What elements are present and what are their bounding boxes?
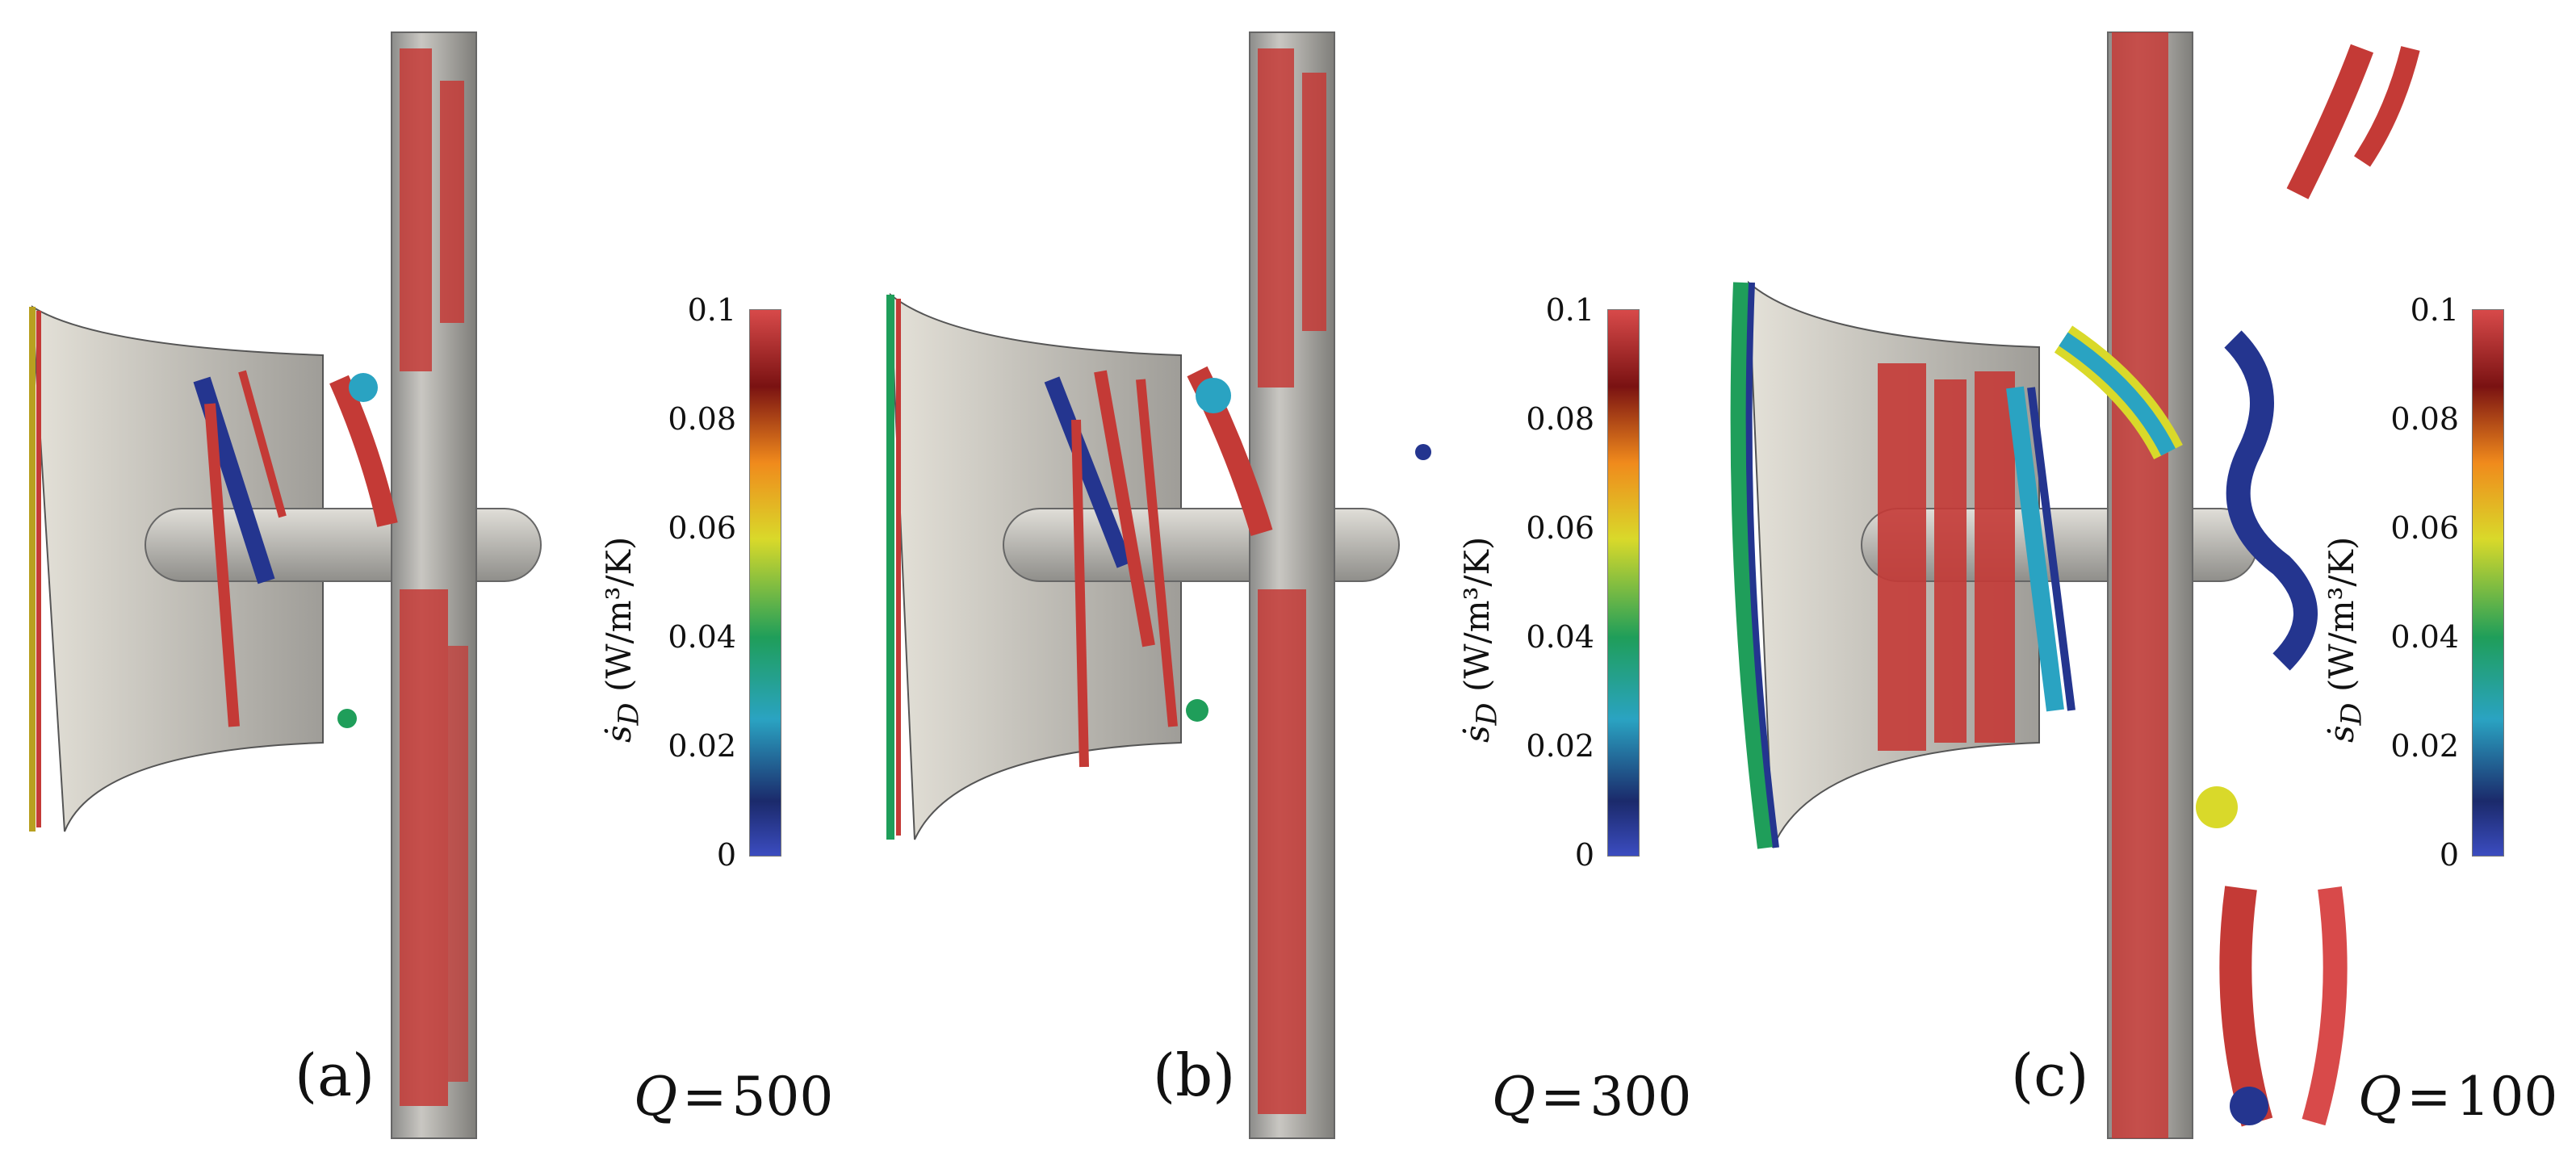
title-symbol: ṡ xyxy=(1457,725,1497,743)
q-criterion-label: Q=500 xyxy=(634,1066,833,1128)
colorbar-tick: 0 xyxy=(716,837,736,873)
colorbar-tick: 0.1 xyxy=(687,292,736,328)
flow-visualization-c xyxy=(1730,31,2420,1139)
title-units: (W/m³/K) xyxy=(2322,536,2361,693)
equals-sign: = xyxy=(682,1066,727,1128)
colorbar-tick: 0.04 xyxy=(668,619,736,655)
panel-a: (a) Q=500 0.1 0.08 0.06 0.04 0.02 0 ṡD (… xyxy=(0,0,858,1152)
colorbar-title: ṡD (W/m³/K) xyxy=(599,537,645,743)
equals-sign: = xyxy=(1540,1066,1585,1128)
equals-sign: = xyxy=(2406,1066,2452,1128)
title-units: (W/m³/K) xyxy=(1457,536,1497,693)
flow-visualization-b xyxy=(886,31,1431,1139)
colorbar-tick: 0.08 xyxy=(2390,401,2459,437)
colorbar-tick: 0.08 xyxy=(1526,401,1594,437)
q-value: 300 xyxy=(1590,1066,1692,1128)
colorbar-tick: 0.02 xyxy=(2390,728,2459,764)
flow-visualization-a xyxy=(29,31,542,1139)
colorbar-tick: 0.04 xyxy=(2390,619,2459,655)
colorbar-tick: 0.1 xyxy=(1545,292,1594,328)
colorbar xyxy=(749,309,781,857)
colorbar-title: ṡD (W/m³/K) xyxy=(2322,537,2368,743)
q-criterion-label: Q=300 xyxy=(1492,1066,1691,1128)
title-subscript: D xyxy=(613,702,646,726)
q-symbol: Q xyxy=(634,1066,678,1128)
title-units: (W/m³/K) xyxy=(599,536,639,693)
panel-label: (c) xyxy=(2011,1041,2089,1109)
colorbar xyxy=(2472,309,2504,857)
q-value: 500 xyxy=(731,1066,834,1128)
colorbar-tick: 0.06 xyxy=(2390,510,2459,546)
colorbar-tick: 0.06 xyxy=(1526,510,1594,546)
colorbar-tick: 0.1 xyxy=(2410,292,2459,328)
colorbar-tick: 0.02 xyxy=(1526,728,1594,764)
colorbar-tick: 0.08 xyxy=(668,401,736,437)
q-symbol: Q xyxy=(2358,1066,2402,1128)
colorbar-tick: 0 xyxy=(1574,837,1594,873)
colorbar-tick: 0.04 xyxy=(1526,619,1594,655)
title-subscript: D xyxy=(1471,702,1504,726)
colorbar-tick: 0 xyxy=(2439,837,2459,873)
colorbar xyxy=(1607,309,1640,857)
q-symbol: Q xyxy=(1492,1066,1536,1128)
title-symbol: ṡ xyxy=(2322,725,2361,743)
colorbar-title: ṡD (W/m³/K) xyxy=(1457,537,1503,743)
q-value: 100 xyxy=(2456,1066,2558,1128)
panel-c: (c) Q=100 0.1 0.08 0.06 0.04 0.02 0 ṡD (… xyxy=(1716,0,2576,1152)
colorbar-tick: 0.06 xyxy=(668,510,736,546)
title-symbol: ṡ xyxy=(599,725,639,743)
panel-label: (b) xyxy=(1153,1041,1236,1109)
title-subscript: D xyxy=(2335,702,2369,726)
panel-b: (b) Q=300 0.1 0.08 0.06 0.04 0.02 0 ṡD (… xyxy=(858,0,1716,1152)
colorbar-tick: 0.02 xyxy=(668,728,736,764)
panel-label: (a) xyxy=(295,1041,375,1109)
q-criterion-label: Q=100 xyxy=(2358,1066,2557,1128)
